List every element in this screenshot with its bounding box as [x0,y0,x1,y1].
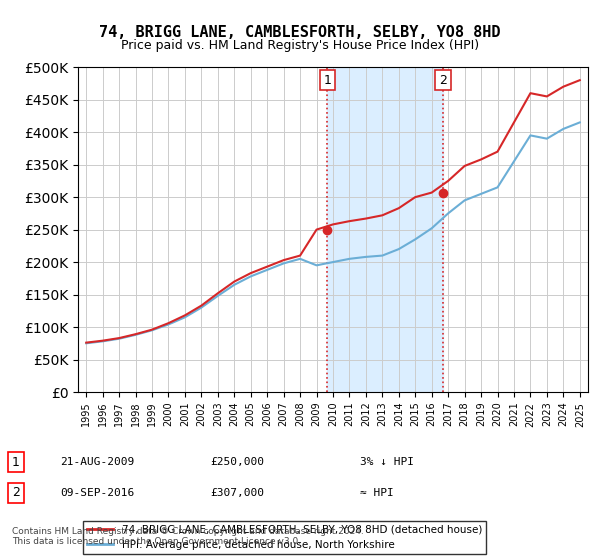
Text: Price paid vs. HM Land Registry's House Price Index (HPI): Price paid vs. HM Land Registry's House … [121,39,479,52]
Text: ≈ HPI: ≈ HPI [360,488,394,498]
Text: 1: 1 [12,455,20,469]
Text: 1: 1 [323,74,331,87]
Text: 09-SEP-2016: 09-SEP-2016 [60,488,134,498]
Text: £307,000: £307,000 [210,488,264,498]
Text: 3% ↓ HPI: 3% ↓ HPI [360,457,414,467]
Legend: 74, BRIGG LANE, CAMBLESFORTH, SELBY, YO8 8HD (detached house), HPI: Average pric: 74, BRIGG LANE, CAMBLESFORTH, SELBY, YO8… [83,521,486,554]
Bar [327,67,443,392]
Text: 2: 2 [439,74,447,87]
Text: 21-AUG-2009: 21-AUG-2009 [60,457,134,467]
Text: Contains HM Land Registry data © Crown copyright and database right 2024.
This d: Contains HM Land Registry data © Crown c… [12,526,364,546]
Text: £250,000: £250,000 [210,457,264,467]
Text: 2: 2 [12,486,20,500]
Text: 74, BRIGG LANE, CAMBLESFORTH, SELBY, YO8 8HD: 74, BRIGG LANE, CAMBLESFORTH, SELBY, YO8… [99,25,501,40]
